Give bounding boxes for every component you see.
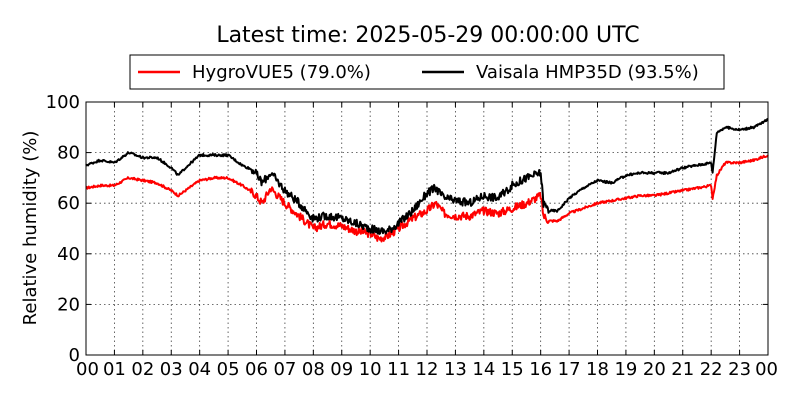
x-tick-label: 01 (103, 359, 126, 380)
y-tick-label: 40 (57, 244, 80, 265)
x-tick-label: 15 (501, 359, 524, 380)
x-tick-label: 07 (273, 359, 296, 380)
x-tick-label: 23 (728, 359, 751, 380)
y-tick-label: 60 (57, 193, 80, 214)
series-line-vaisala (85, 118, 769, 235)
x-tick-label: 00 (76, 359, 99, 380)
y-tick-label: 20 (57, 294, 80, 315)
x-tick-label: 05 (217, 359, 240, 380)
x-tick-label: 06 (245, 359, 268, 380)
x-tick-label: 19 (614, 359, 637, 380)
x-tick-label: 16 (529, 359, 552, 380)
x-tick-labels: 00 01 02 03 04 05 06 07 08 09 10 11 12 13 14 15 16 17 18 19… (76, 359, 778, 380)
x-tick-label: 00 (755, 359, 778, 380)
y-tick-label: 100 (46, 92, 80, 113)
chart-title: Latest time: 2025-05-29 00:00:00 UTC (216, 23, 639, 48)
x-tick-label: 22 (700, 359, 723, 380)
x-tick-label: 12 (416, 359, 439, 380)
x-tick-label: 20 (643, 359, 666, 380)
x-tick-label: 17 (558, 359, 581, 380)
y-tick-label: 80 (57, 143, 80, 164)
x-tick-label: 08 (302, 359, 325, 380)
x-tick-label: 11 (387, 359, 410, 380)
y-tick-label: 0 (69, 345, 80, 366)
x-tick-label: 14 (472, 359, 495, 380)
legend: HygroVUE5 (79.0%) Vaisala HMP35D (93.5%) (129, 54, 725, 90)
x-tick-label: 04 (188, 359, 211, 380)
y-tick-labels: 0 20 40 60 80 100 (46, 92, 80, 366)
x-tick-label: 18 (586, 359, 609, 380)
plot-frame (85, 101, 769, 356)
x-tick-label: 10 (359, 359, 382, 380)
legend-label-vaisala: Vaisala HMP35D (93.5%) (476, 62, 699, 83)
x-tick-label: 09 (330, 359, 353, 380)
x-tick-label: 02 (131, 359, 154, 380)
x-tick-label: 03 (160, 359, 183, 380)
legend-label-hygrovue5: HygroVUE5 (79.0%) (192, 62, 371, 83)
x-tick-label: 13 (444, 359, 467, 380)
y-axis-label: Relative humidity (%) (20, 131, 41, 326)
x-tick-label: 21 (671, 359, 694, 380)
grid-lines (85, 101, 769, 356)
series-lines (85, 118, 769, 243)
series-line-hygrovue5 (85, 154, 769, 243)
